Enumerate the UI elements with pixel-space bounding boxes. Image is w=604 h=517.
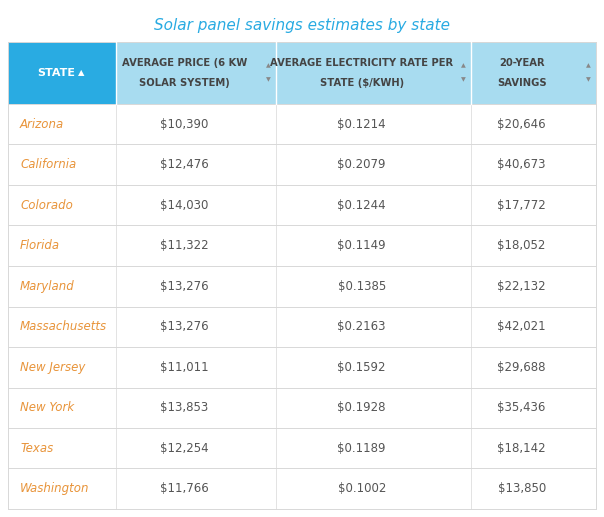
- Text: $0.1002: $0.1002: [338, 482, 386, 495]
- Text: $35,436: $35,436: [498, 401, 546, 414]
- Text: $13,276: $13,276: [160, 320, 208, 333]
- Text: AVERAGE PRICE (6 KW: AVERAGE PRICE (6 KW: [121, 58, 247, 68]
- Text: $13,853: $13,853: [160, 401, 208, 414]
- Text: STATE ($/KWH): STATE ($/KWH): [320, 78, 404, 88]
- Text: 20-YEAR: 20-YEAR: [499, 58, 544, 68]
- Bar: [8, 144, 596, 185]
- Text: $13,850: $13,850: [498, 482, 546, 495]
- Bar: [8, 307, 596, 347]
- Text: $40,673: $40,673: [498, 158, 546, 171]
- Text: $0.1149: $0.1149: [338, 239, 386, 252]
- Text: Maryland: Maryland: [20, 280, 75, 293]
- Text: Colorado: Colorado: [20, 199, 73, 212]
- Text: Florida: Florida: [20, 239, 60, 252]
- Text: $0.2163: $0.2163: [338, 320, 386, 333]
- Text: Washington: Washington: [20, 482, 89, 495]
- Bar: [8, 266, 596, 307]
- Text: Solar panel savings estimates by state: Solar panel savings estimates by state: [154, 18, 450, 33]
- Text: $22,132: $22,132: [497, 280, 546, 293]
- Text: ▲: ▲: [78, 68, 85, 78]
- Bar: [8, 428, 596, 468]
- Text: New Jersey: New Jersey: [20, 361, 85, 374]
- Bar: [8, 42, 116, 104]
- Text: $0.1592: $0.1592: [338, 361, 386, 374]
- Text: Texas: Texas: [20, 442, 53, 455]
- Bar: [8, 225, 596, 266]
- Text: $0.1928: $0.1928: [338, 401, 386, 414]
- Text: AVERAGE ELECTRICITY RATE PER: AVERAGE ELECTRICITY RATE PER: [270, 58, 453, 68]
- Text: ▲: ▲: [266, 64, 271, 68]
- Text: $12,254: $12,254: [160, 442, 208, 455]
- Text: $0.1189: $0.1189: [338, 442, 386, 455]
- Bar: [8, 104, 596, 144]
- Text: California: California: [20, 158, 76, 171]
- Text: Arizona: Arizona: [20, 118, 64, 131]
- Text: ▼: ▼: [266, 78, 271, 83]
- Text: Massachusetts: Massachusetts: [20, 320, 107, 333]
- Bar: [8, 347, 596, 388]
- Text: $10,390: $10,390: [160, 118, 208, 131]
- Text: $11,766: $11,766: [160, 482, 208, 495]
- Text: $0.2079: $0.2079: [338, 158, 386, 171]
- Text: ▼: ▼: [461, 78, 466, 83]
- Text: $18,052: $18,052: [498, 239, 546, 252]
- Text: $13,276: $13,276: [160, 280, 208, 293]
- Bar: [8, 388, 596, 428]
- Text: $0.1385: $0.1385: [338, 280, 386, 293]
- Bar: [8, 468, 596, 509]
- Text: $29,688: $29,688: [498, 361, 546, 374]
- Text: $17,772: $17,772: [497, 199, 546, 212]
- Text: $12,476: $12,476: [160, 158, 208, 171]
- Text: SAVINGS: SAVINGS: [497, 78, 547, 88]
- Text: $18,142: $18,142: [497, 442, 546, 455]
- Text: STATE: STATE: [37, 68, 75, 78]
- Bar: [8, 185, 596, 225]
- Text: $11,011: $11,011: [160, 361, 208, 374]
- Bar: [276, 42, 471, 104]
- Bar: [471, 42, 596, 104]
- Text: SOLAR SYSTEM): SOLAR SYSTEM): [139, 78, 230, 88]
- Text: $11,322: $11,322: [160, 239, 208, 252]
- Text: $0.1244: $0.1244: [338, 199, 386, 212]
- Text: $42,021: $42,021: [497, 320, 546, 333]
- Bar: [116, 42, 276, 104]
- Text: New York: New York: [20, 401, 74, 414]
- Text: ▼: ▼: [586, 78, 590, 83]
- Text: $20,646: $20,646: [497, 118, 546, 131]
- Text: $0.1214: $0.1214: [338, 118, 386, 131]
- Text: $14,030: $14,030: [160, 199, 208, 212]
- Text: ▲: ▲: [586, 64, 590, 68]
- Text: ▲: ▲: [461, 64, 466, 68]
